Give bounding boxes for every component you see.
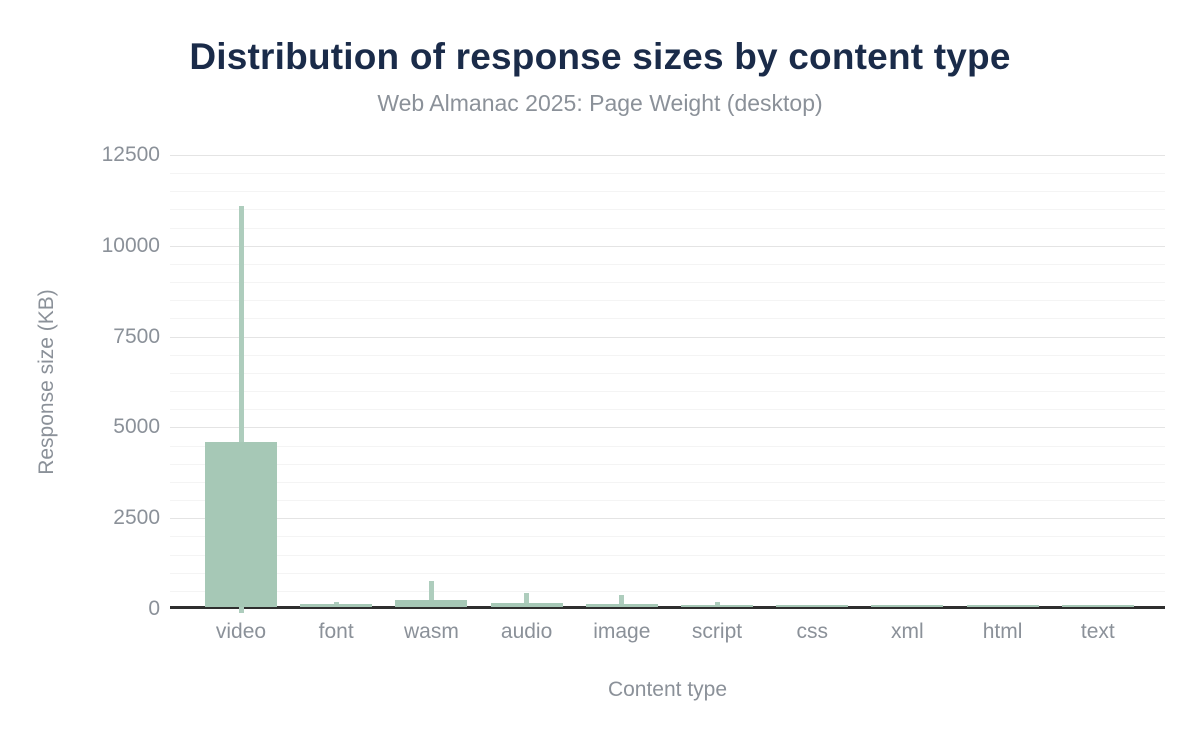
x-axis-tick-labels: video font wasm audio image script css xml html t… (170, 620, 1165, 650)
x-tick-label-image: image (593, 620, 651, 643)
x-tick-label-css: css (796, 620, 828, 643)
x-axis-title: Content type (607, 678, 728, 701)
x-tick-label-font: font (318, 620, 354, 643)
x-axis-line (170, 606, 1165, 609)
x-tick-label-audio: audio (500, 620, 553, 643)
bar-script (681, 605, 753, 607)
grid-line-minor (170, 554, 1165, 556)
y-axis-tick-labels: 0 2500 5000 7500 10000 12500 (0, 143, 160, 620)
grid-line-major (170, 427, 1165, 429)
bar-image (585, 603, 658, 607)
grid-line-minor (170, 445, 1165, 447)
y-tick-label: 5000 (113, 415, 160, 439)
bar-audio (490, 603, 563, 607)
y-tick-label: 0 (148, 597, 160, 620)
y-tick-label: 12500 (101, 143, 160, 166)
bar-wasm (395, 599, 468, 607)
x-tick-label-wasm: wasm (403, 620, 459, 643)
y-tick-label: 2500 (113, 506, 160, 530)
x-tick-label-html: html (982, 620, 1023, 643)
grid-line-minor (170, 209, 1165, 211)
grid-line-minor (170, 372, 1165, 374)
bar-video (205, 441, 277, 607)
x-tick-label-xml: xml (891, 620, 924, 643)
whisker-video (238, 205, 244, 613)
y-tick-label: 10000 (101, 233, 160, 257)
x-tick-label-text: text (1080, 620, 1115, 643)
whisker-image (619, 595, 625, 607)
grid-line-minor (170, 227, 1165, 229)
y-tick-label: 7500 (113, 324, 160, 348)
bar-xml (871, 605, 944, 607)
grid-line-minor (170, 590, 1165, 592)
grid-line-minor (170, 409, 1165, 411)
whisker-wasm (428, 580, 434, 607)
grid-line-minor (170, 354, 1165, 356)
grid-line-minor (170, 500, 1165, 502)
x-tick-label-video: video (215, 620, 267, 643)
whisker-audio (524, 592, 530, 607)
grid-line-major (170, 155, 1165, 156)
grid-line-minor (170, 263, 1165, 265)
grid-line-minor (170, 463, 1165, 465)
grid-line-major (170, 336, 1165, 338)
grid-line-minor (170, 191, 1165, 193)
plot-area (170, 155, 1165, 613)
grid-line-minor (170, 391, 1165, 393)
whisker-script (714, 601, 720, 607)
bar-css (776, 605, 849, 607)
grid-line-minor (170, 536, 1165, 538)
x-tick-label-script: script (691, 620, 743, 643)
grid-line-minor (170, 572, 1165, 574)
grid-line-minor (170, 173, 1165, 175)
grid-line-minor (170, 300, 1165, 302)
chart-title: Distribution of response sizes by conten… (189, 36, 1011, 77)
grid-line-major (170, 245, 1165, 247)
bar-text (1061, 605, 1134, 607)
grid-line-major (170, 518, 1165, 520)
grid-line-minor (170, 481, 1165, 483)
grid-line-minor (170, 318, 1165, 320)
bar-font (300, 603, 373, 607)
grid-line-minor (170, 282, 1165, 284)
chart-subtitle: Web Almanac 2025: Page Weight (desktop) (377, 90, 823, 116)
bar-html (966, 605, 1039, 607)
